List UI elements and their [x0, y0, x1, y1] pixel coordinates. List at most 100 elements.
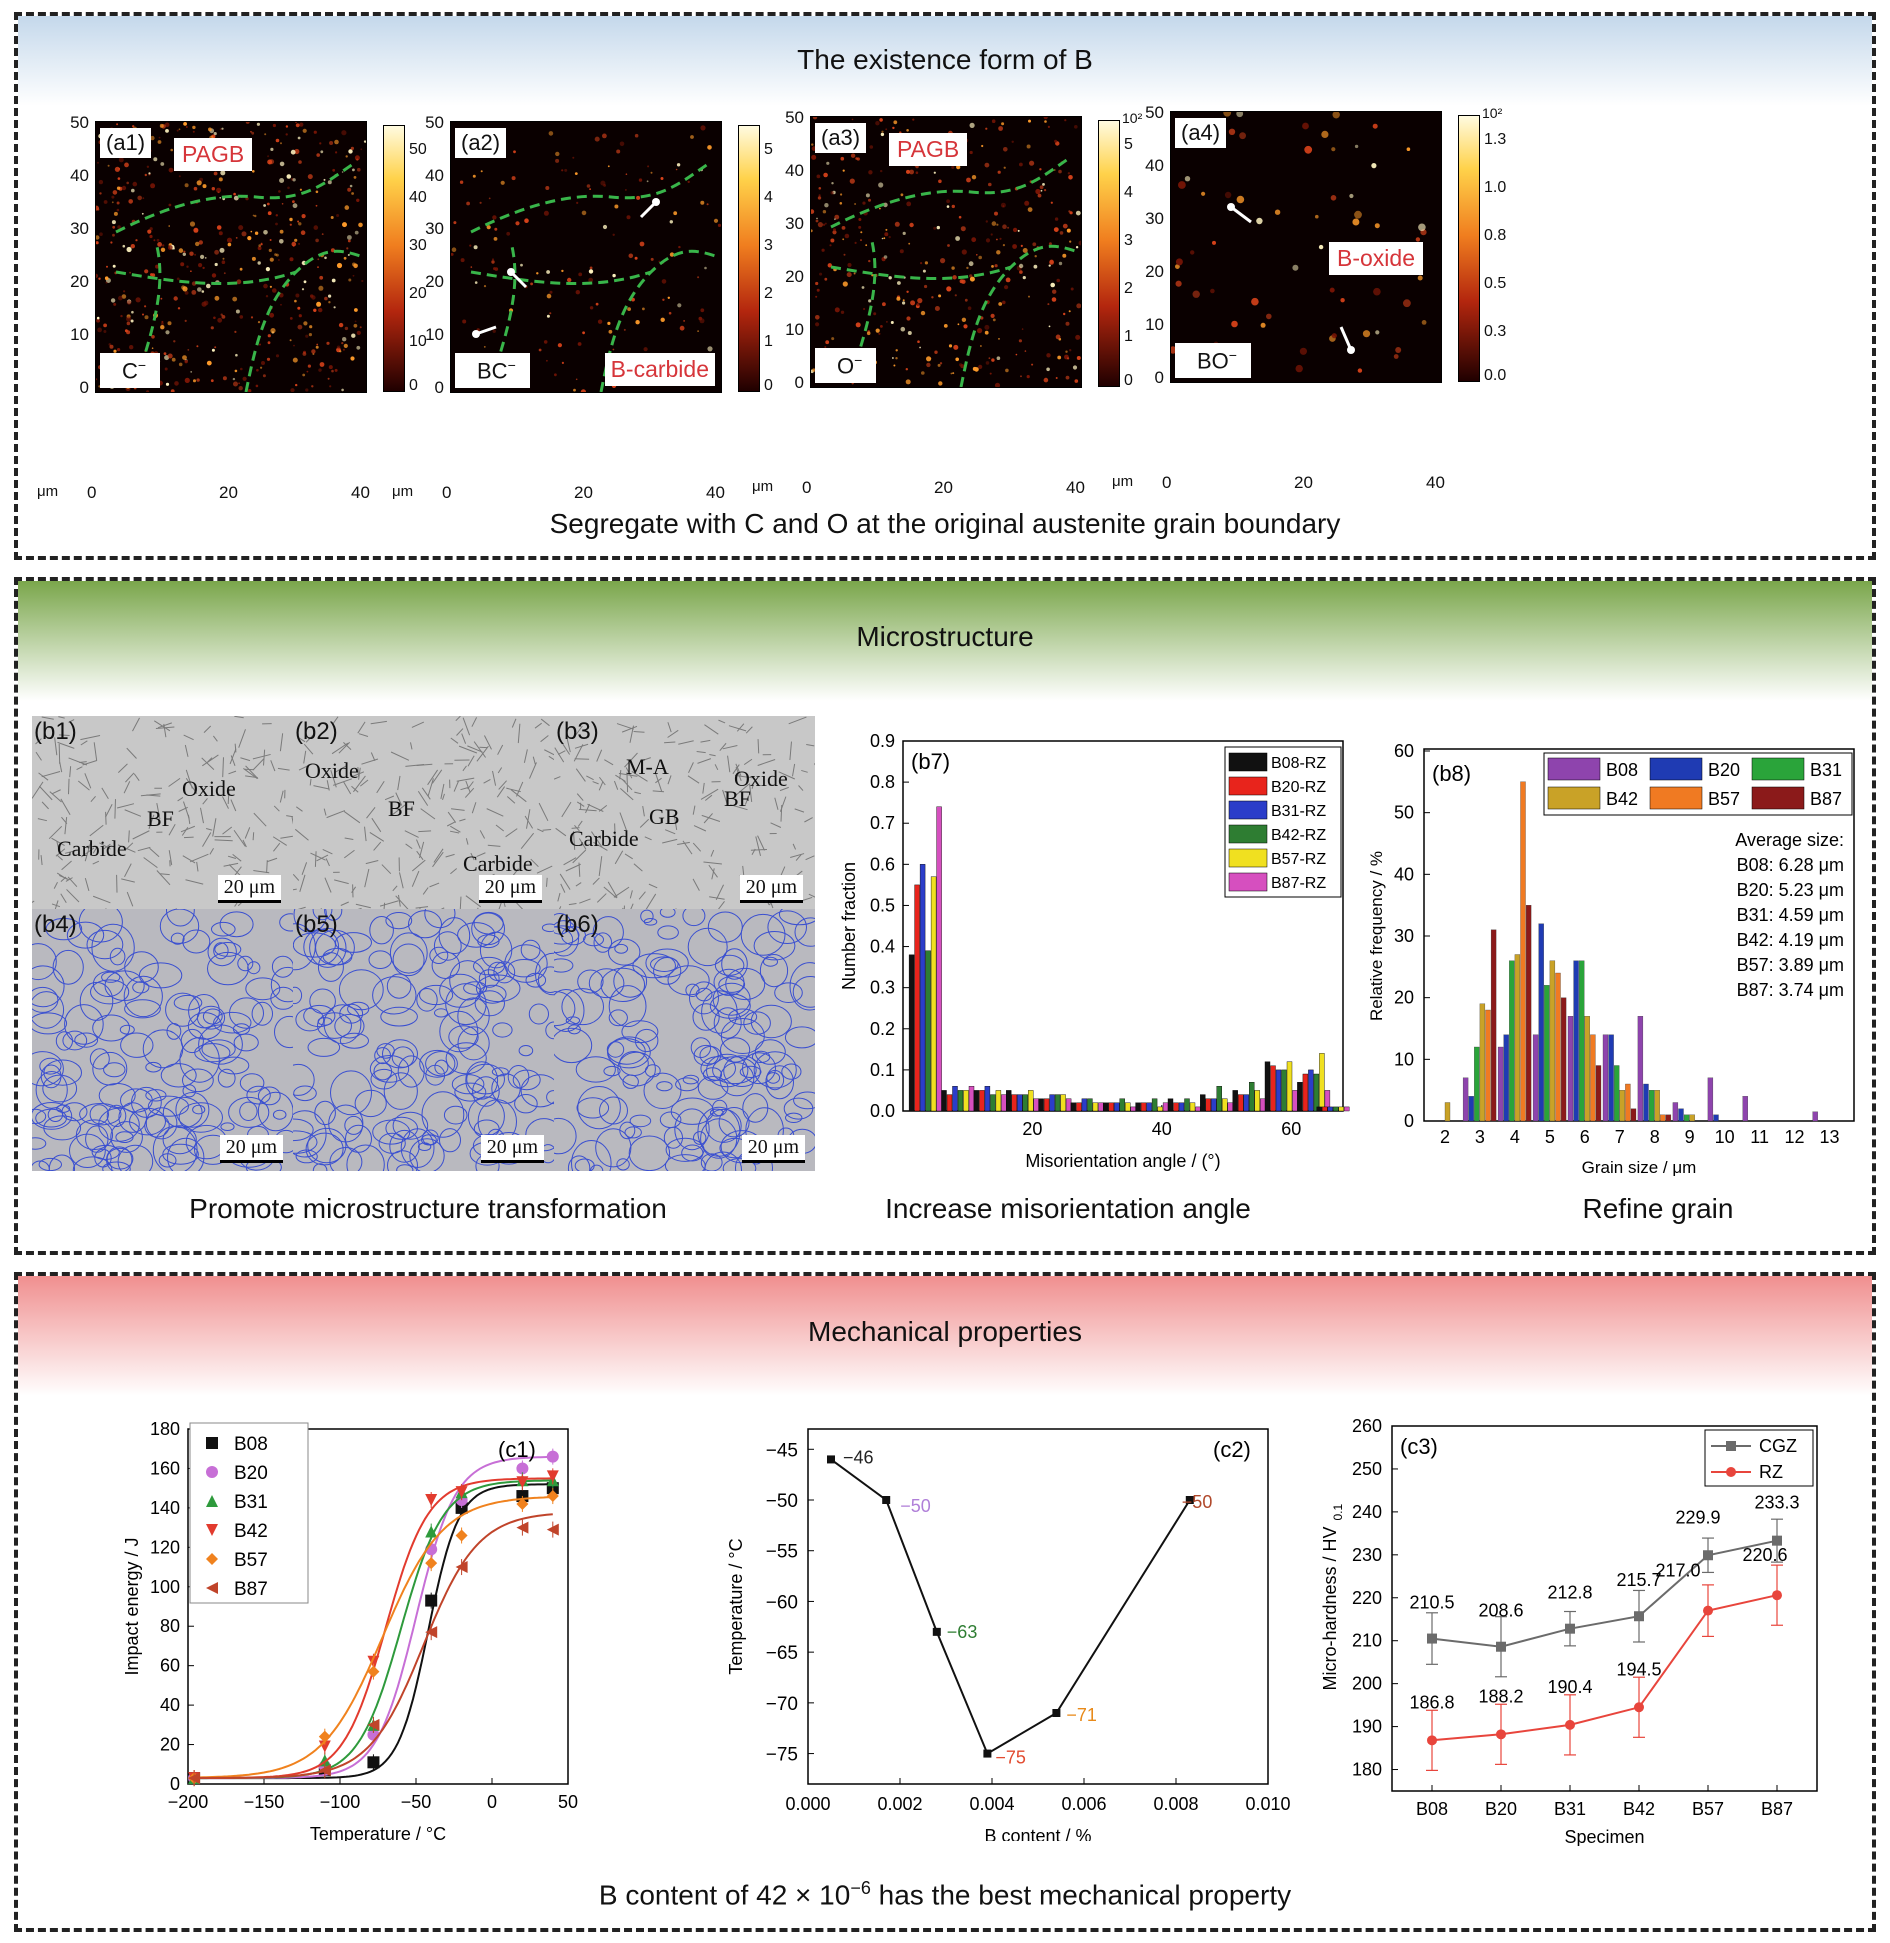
ion-hotspot	[292, 178, 296, 182]
grain-boundary-outline	[66, 921, 105, 949]
grain-boundary-outline	[217, 1068, 236, 1088]
lath-texture	[117, 763, 128, 773]
ion-hotspot	[1357, 368, 1363, 373]
grain-boundary-outline	[443, 1105, 468, 1125]
ion-hotspot	[1223, 112, 1232, 117]
lath-texture	[121, 878, 135, 883]
ion-hotspot	[193, 227, 199, 233]
grain-boundary-outline	[279, 913, 293, 932]
lath-texture	[576, 801, 585, 807]
section-boron-form: The existence form of B 50 40 30 20 10 0 μm 0 20…	[14, 12, 1876, 560]
grain-boundary-outline	[178, 1102, 224, 1133]
ion-hotspot	[354, 155, 360, 161]
ion-hotspot	[278, 190, 281, 193]
ion-hotspot	[661, 279, 667, 284]
grain-boundary-outline	[554, 1027, 593, 1064]
lath-texture	[168, 777, 181, 787]
grain-boundary-outline	[162, 1125, 197, 1155]
ion-hotspot	[634, 256, 638, 260]
ion-hotspot	[116, 201, 120, 205]
lath-texture	[93, 742, 98, 761]
ion-hotspot	[1321, 130, 1329, 138]
bar-B08	[1602, 1034, 1609, 1122]
lath-texture	[574, 824, 580, 832]
ion-hotspot	[319, 275, 324, 280]
ion-hotspot	[142, 313, 144, 316]
bar-B87-RZ	[968, 1086, 975, 1112]
ion-hotspot	[997, 170, 1001, 174]
grain-boundary-outline	[229, 997, 264, 1029]
legend-swatch	[1547, 786, 1601, 810]
lath-texture	[227, 855, 237, 859]
ion-hotspot	[650, 171, 653, 174]
ion-hotspot	[536, 272, 539, 275]
ion-hotspot	[295, 122, 297, 124]
grain-boundary-outline	[180, 1028, 204, 1054]
lath-texture	[301, 862, 308, 875]
ion-hotspot	[1022, 276, 1026, 280]
ion-hotspot	[924, 284, 928, 289]
y-tick-label: 80	[160, 1616, 180, 1636]
ion-hotspot	[131, 310, 134, 314]
lath-texture	[456, 777, 475, 782]
grain-boundary-outline	[571, 1140, 612, 1171]
ion-hotspot	[97, 327, 102, 333]
ion-hotspot	[118, 157, 124, 163]
bar-B42-RZ	[925, 950, 931, 1112]
lath-texture	[332, 716, 339, 724]
ion-hotspot	[991, 221, 997, 226]
map-ytick: 30	[70, 219, 89, 238]
colorbar-tick: 10	[409, 333, 427, 350]
ion-hotspot	[811, 143, 814, 146]
x-tick-label: 0.004	[969, 1794, 1014, 1814]
ion-hotspot	[351, 192, 354, 195]
sims-map-texture	[451, 125, 721, 392]
ion-species-label: BO−	[1175, 342, 1251, 378]
lath-texture	[41, 716, 54, 720]
ion-hotspot	[492, 215, 497, 220]
ion-hotspot	[109, 344, 114, 349]
ion-hotspot	[816, 288, 820, 292]
grain-boundary-outline	[165, 992, 201, 1027]
section-mechanical: Mechanical properties 0 20 40 60 80 100 120 140…	[14, 1272, 1876, 1932]
lath-texture	[496, 786, 506, 798]
bar-B57	[1590, 1034, 1596, 1122]
ion-hotspot	[335, 151, 338, 154]
legend-label: B42-RZ	[1271, 827, 1326, 844]
lath-texture	[727, 755, 731, 773]
lath-texture	[182, 855, 196, 864]
ion-hotspot	[619, 141, 625, 147]
grain-boundary-outline	[324, 909, 343, 921]
grain-boundary-outline	[89, 1104, 110, 1125]
y-tick-label: 50	[1394, 803, 1414, 823]
lath-texture	[664, 829, 676, 835]
ion-hotspot	[353, 263, 358, 269]
grain-boundary-outline	[166, 909, 195, 927]
lath-texture	[780, 805, 783, 822]
ion-hotspot	[1004, 285, 1009, 290]
ion-hotspot	[616, 149, 621, 154]
y-tick-label: 60	[160, 1656, 180, 1676]
ion-hotspot	[274, 253, 277, 256]
ion-hotspot	[232, 296, 238, 302]
lath-texture	[495, 824, 505, 832]
lath-texture	[342, 781, 352, 795]
ion-hotspot	[346, 247, 349, 250]
micrograph-annotation: Carbide	[569, 826, 639, 851]
grain-boundary-outline	[599, 1096, 628, 1125]
lath-texture	[483, 778, 491, 784]
grain-boundary-outline	[101, 971, 121, 983]
grain-boundary-outline	[45, 917, 83, 941]
grain-boundary-outline	[577, 1086, 621, 1130]
map-xtick: 40	[706, 483, 725, 502]
legend-label: B57	[1708, 789, 1740, 809]
ion-hotspot	[955, 357, 959, 362]
ion-hotspot	[306, 370, 309, 373]
lath-texture	[473, 741, 487, 758]
lath-texture	[381, 864, 392, 875]
ion-hotspot	[302, 128, 307, 133]
grain-boundary-outline	[545, 1021, 554, 1040]
ion-hotspot	[329, 141, 334, 145]
colorbar	[383, 125, 405, 392]
